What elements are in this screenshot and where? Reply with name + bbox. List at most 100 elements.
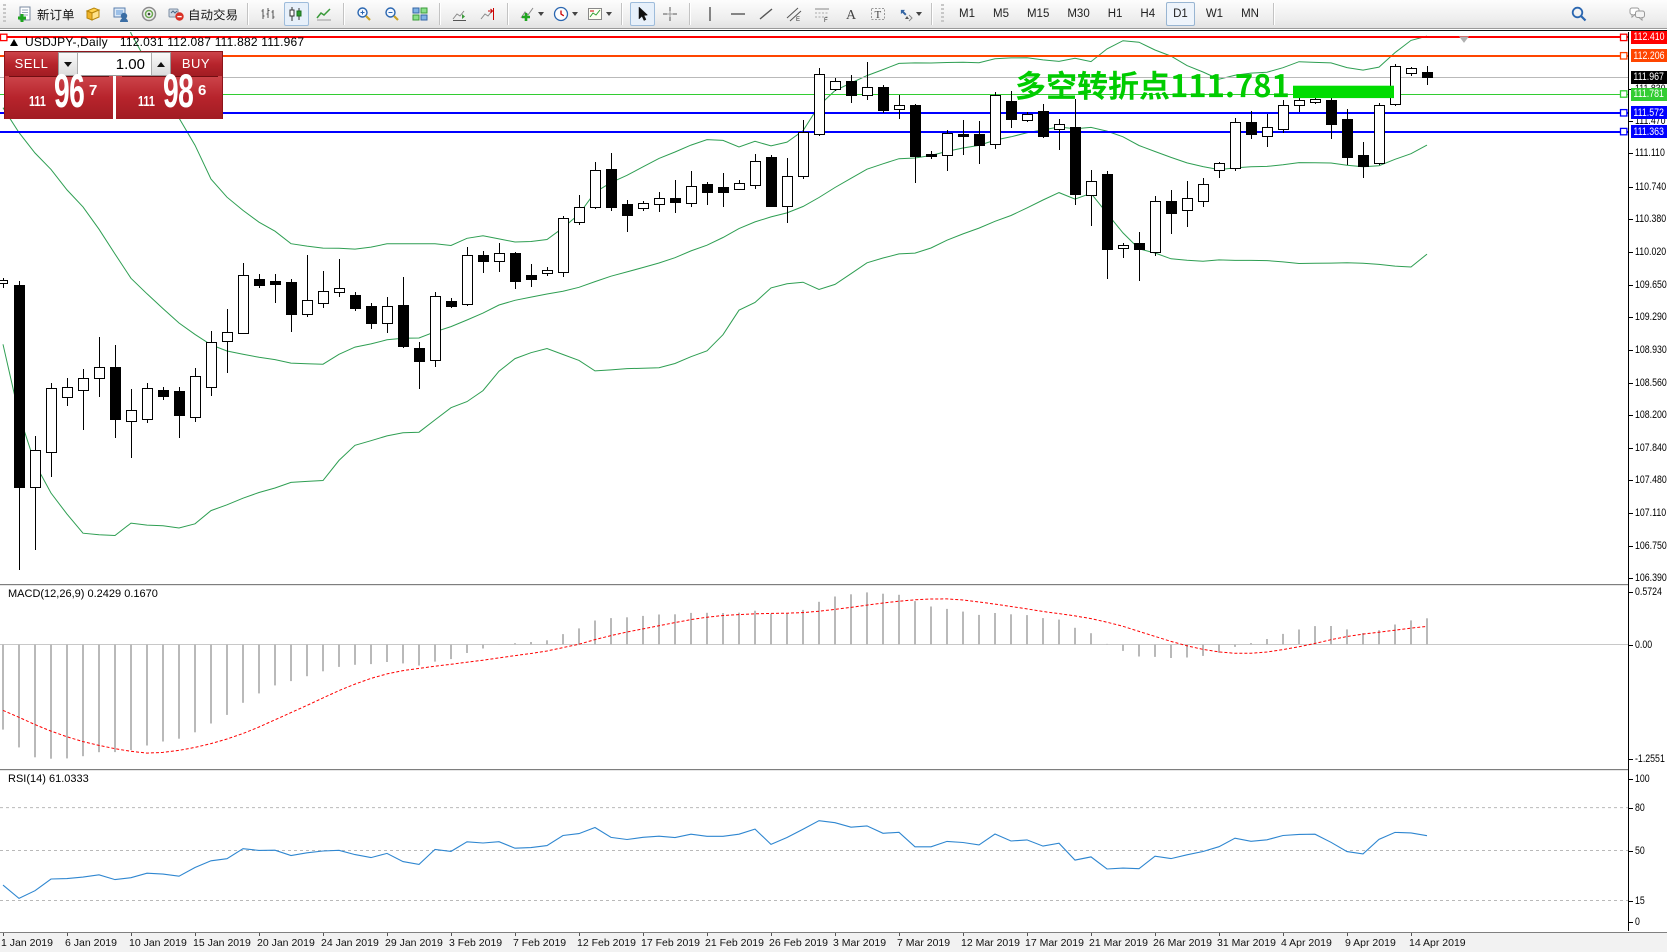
macd-bar	[1202, 644, 1204, 656]
candle-body-bull	[1182, 198, 1193, 211]
timeframe-h4[interactable]: H4	[1140, 8, 1156, 20]
market-watch-button[interactable]	[81, 2, 106, 26]
text-button[interactable]: A	[838, 2, 863, 26]
periods-button[interactable]	[550, 2, 581, 26]
macd-bar	[1250, 643, 1252, 645]
line-anchor[interactable]	[1619, 90, 1628, 98]
sell-button[interactable]: SELL	[5, 52, 58, 76]
rsi-value: 61.0333	[48, 773, 89, 785]
macd-pane-background	[0, 586, 1628, 768]
sell-price-big: 96	[54, 64, 85, 117]
timeframe-m30[interactable]: M30	[1067, 8, 1090, 20]
label-icon: T	[871, 8, 885, 21]
candle-body-bear	[1134, 243, 1145, 250]
timeframe-d1[interactable]: D1	[1166, 2, 1195, 26]
timeframe-m1[interactable]: M1	[959, 8, 975, 20]
date-tick	[131, 933, 132, 936]
macd-bar	[1058, 619, 1060, 645]
chart-shift-button[interactable]	[476, 2, 501, 26]
timeframe-w1[interactable]: W1	[1205, 8, 1224, 20]
date-label: 17 Feb 2019	[641, 937, 700, 949]
volume-decrease-button[interactable]	[59, 53, 78, 75]
line-anchor[interactable]	[1619, 127, 1628, 136]
line-anchor-left[interactable]	[0, 33, 8, 42]
crosshair-button[interactable]	[658, 2, 683, 26]
bar-chart-button[interactable]	[256, 2, 281, 26]
tile-windows-button[interactable]	[408, 2, 433, 26]
timeframe-m15[interactable]: M15	[1026, 8, 1050, 20]
scale-tick	[1629, 284, 1633, 286]
candle-body-bear	[974, 134, 985, 146]
candle-body-bull	[206, 342, 217, 388]
candle-chart-button[interactable]	[283, 2, 309, 26]
buy-button[interactable]: BUY	[170, 52, 222, 76]
indicators-button[interactable]	[516, 2, 547, 26]
macd-bar	[994, 613, 996, 645]
candle-body-bull	[1086, 181, 1097, 196]
arrows-button[interactable]	[894, 2, 925, 26]
scale-tick	[1629, 807, 1633, 809]
templates-button[interactable]	[584, 2, 615, 26]
sell-price[interactable]: 111 96 7	[5, 64, 113, 119]
macd-bar	[930, 606, 932, 645]
autotrading-button[interactable]	[165, 2, 241, 26]
volume-increase-button[interactable]	[151, 53, 170, 75]
timeframe-h1[interactable]: H1	[1107, 8, 1123, 20]
macd-bar	[514, 643, 516, 645]
chat-button[interactable]	[1625, 2, 1650, 26]
search-button[interactable]	[1567, 2, 1592, 26]
pane-separator-rsi[interactable]	[0, 769, 1667, 771]
scale-tick-label: 106.390	[1635, 572, 1667, 585]
volume-spinner: 1.00	[58, 52, 171, 76]
timeframe-m5[interactable]: M5	[992, 8, 1009, 20]
macd-bar	[850, 594, 852, 645]
volume-input[interactable]: 1.00	[115, 55, 145, 73]
line-anchor[interactable]	[1619, 108, 1628, 117]
main-chart[interactable]	[0, 32, 1628, 585]
line-anchor[interactable]	[1619, 51, 1628, 60]
hline-112.410[interactable]	[0, 36, 1628, 38]
text-label-button[interactable]: T	[866, 2, 891, 26]
date-axis[interactable]: 1 Jan 2019 6 Jan 2019 10 Jan 2019 15 Jan 20…	[0, 932, 1667, 952]
cursor-button[interactable]	[629, 2, 655, 26]
price-divider-line	[122, 76, 218, 77]
toolbar-grip[interactable]	[2, 4, 9, 24]
line-anchor[interactable]	[1619, 33, 1628, 42]
strategy-signals-button[interactable]	[137, 2, 162, 26]
macd-bar	[2, 644, 4, 730]
down-arrow-icon	[64, 61, 72, 67]
candle-wick	[83, 369, 84, 430]
toolbar-grip[interactable]	[940, 4, 947, 24]
macd-bar	[50, 644, 52, 759]
auto-scroll-button[interactable]	[448, 2, 473, 26]
text-icon: A	[846, 8, 857, 22]
scale-tick-label: 108.200	[1635, 409, 1667, 422]
highlight-rectangle[interactable]	[1293, 85, 1394, 99]
price-scale[interactable]: 111.830111.470111.110110.740110.380110.0…	[1628, 30, 1667, 931]
zoom-out-button[interactable]	[380, 2, 405, 26]
chart-window: USDJPY-,Daily 112.031 112.087 111.882 11…	[0, 30, 1667, 952]
line-chart-button[interactable]	[312, 2, 337, 26]
macd-bar	[882, 593, 884, 645]
new-order-button[interactable]	[14, 2, 78, 26]
macd-bar	[1266, 639, 1268, 645]
date-tick	[67, 933, 68, 936]
buy-price[interactable]: 111 98 6	[116, 64, 222, 119]
candle-body-bull	[894, 105, 905, 110]
pane-separator-macd[interactable]	[0, 584, 1667, 586]
horizontal-line-button[interactable]	[726, 2, 751, 26]
timeframe-mn[interactable]: MN	[1241, 8, 1259, 20]
fibonacci-button[interactable]: F	[810, 2, 835, 26]
data-window-button[interactable]	[109, 2, 134, 26]
channel-button[interactable]: E	[782, 2, 807, 26]
zoom-in-button[interactable]	[352, 2, 377, 26]
collapse-triangle-icon[interactable]	[10, 38, 18, 46]
trendline-button[interactable]	[754, 2, 779, 26]
macd-bar	[722, 613, 724, 645]
date-tick	[515, 933, 516, 936]
hline-112.206[interactable]	[0, 55, 1628, 57]
macd-bar	[482, 644, 484, 649]
candle-body-bull	[1406, 68, 1417, 74]
vertical-line-button[interactable]	[698, 2, 723, 26]
macd-label: MACD(12,26,9) 0.2429 0.1670	[8, 588, 158, 600]
